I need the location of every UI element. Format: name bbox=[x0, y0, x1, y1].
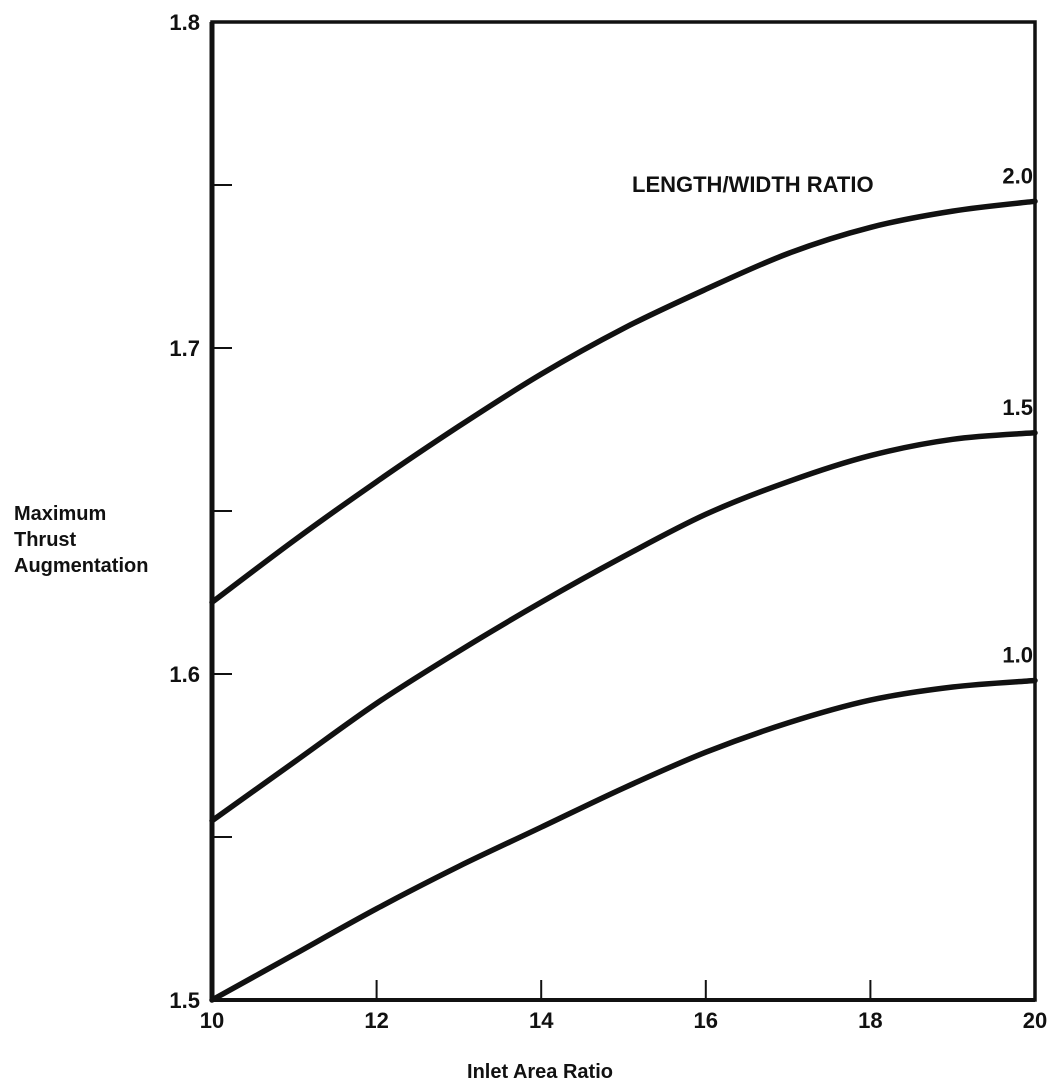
series-label-1-0: 1.0 bbox=[1002, 643, 1033, 668]
legend-title: LENGTH/WIDTH RATIO bbox=[632, 172, 874, 197]
series-line-1-5 bbox=[209, 430, 1038, 824]
series-labels: 2.0 1.5 1.0 bbox=[1002, 163, 1033, 667]
y-axis-tick-labels: 1.5 1.6 1.7 1.8 bbox=[169, 10, 200, 1013]
x-tick-label-2: 14 bbox=[529, 1008, 554, 1033]
series-label-2-0: 2.0 bbox=[1002, 163, 1033, 188]
y-axis-label-line-2: Thrust bbox=[14, 529, 77, 551]
x-axis-ticks bbox=[375, 980, 872, 1000]
x-tick-label-3: 16 bbox=[694, 1008, 718, 1033]
x-tick-label-1: 12 bbox=[364, 1008, 388, 1033]
y-tick-label-1: 1.6 bbox=[169, 662, 200, 687]
x-tick-label-0: 10 bbox=[200, 1008, 224, 1033]
x-tick-label-5: 20 bbox=[1023, 1008, 1047, 1033]
series-line-1-0 bbox=[209, 677, 1038, 1003]
y-minor-ticks bbox=[212, 184, 232, 838]
series-lines bbox=[209, 198, 1038, 1003]
y-tick-label-0: 1.5 bbox=[169, 988, 200, 1013]
x-axis-tick-labels: 10 12 14 16 18 20 bbox=[200, 1008, 1047, 1033]
y-tick-label-2: 1.7 bbox=[169, 336, 200, 361]
y-tick-label-3: 1.8 bbox=[169, 10, 200, 35]
y-axis-label-line-3: Augmentation bbox=[14, 555, 148, 577]
y-axis-label-line-1: Maximum bbox=[14, 503, 106, 525]
series-label-1-5: 1.5 bbox=[1002, 395, 1033, 420]
x-tick-label-4: 18 bbox=[858, 1008, 882, 1033]
x-axis-label: Inlet Area Ratio bbox=[467, 1061, 613, 1083]
series-line-2-0 bbox=[209, 198, 1038, 606]
